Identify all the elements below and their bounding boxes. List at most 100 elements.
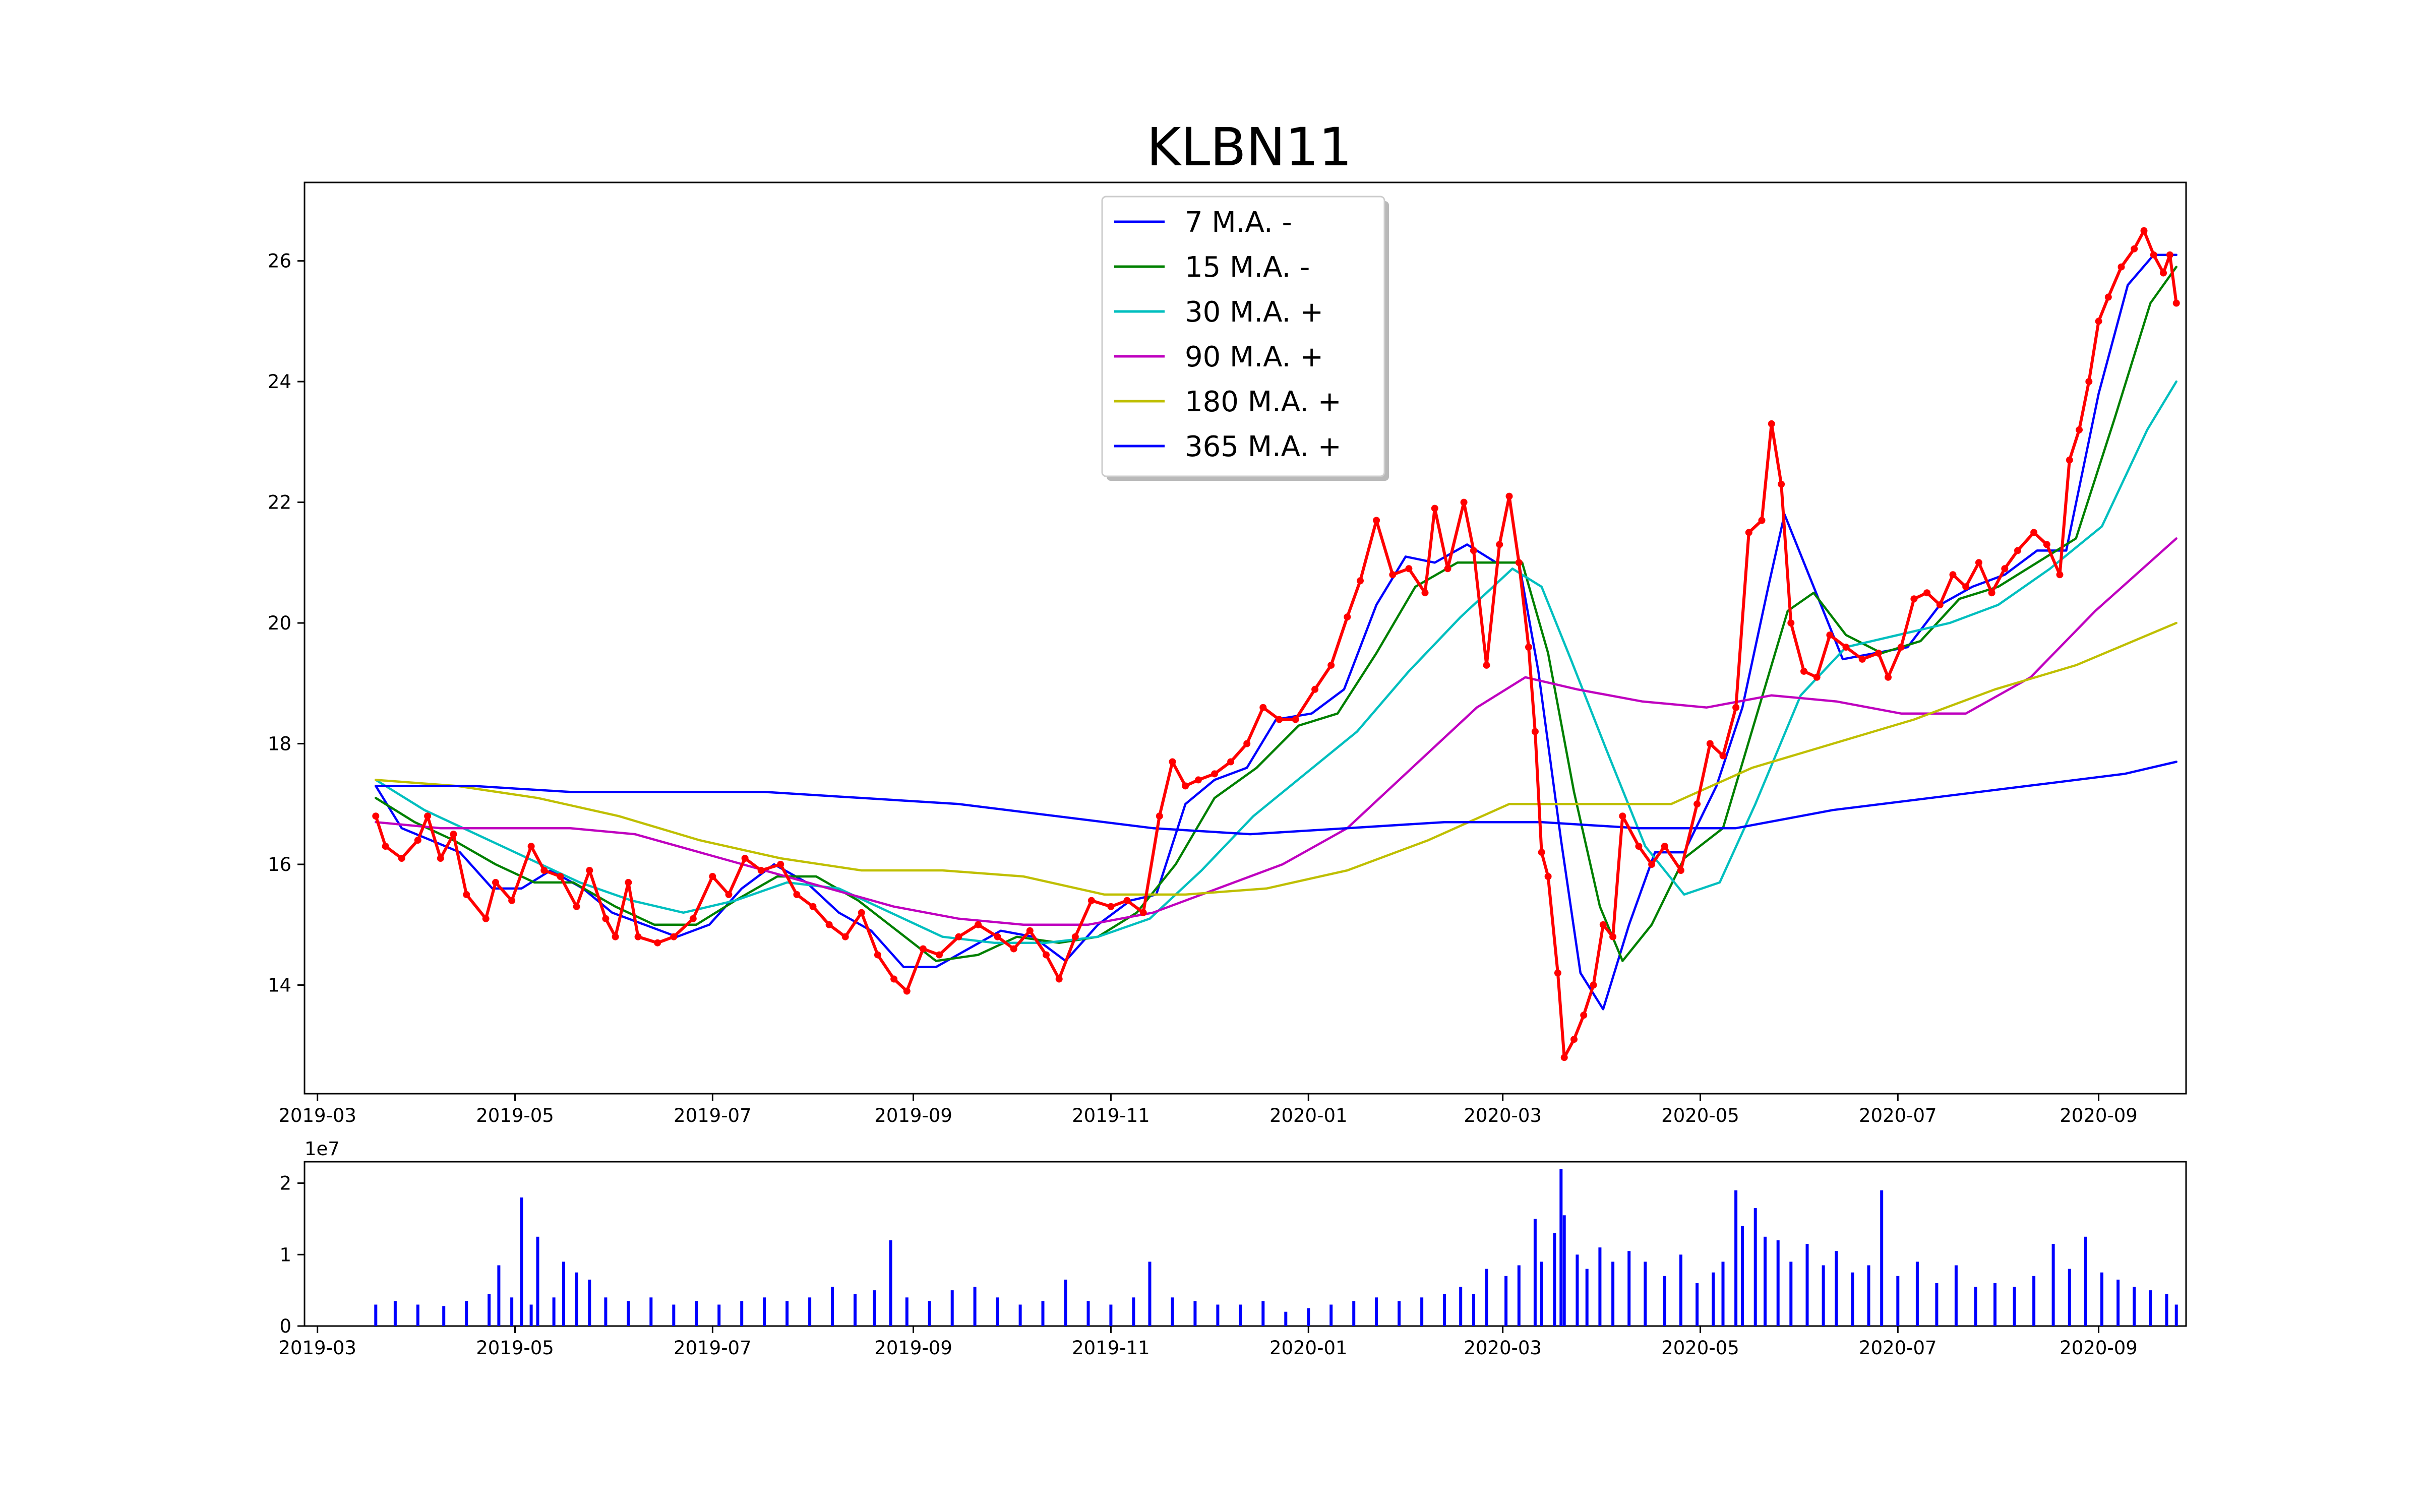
volume-bar: [785, 1301, 789, 1326]
volume-bar: [2165, 1294, 2168, 1326]
volume-bar: [374, 1304, 378, 1326]
x-tick-label: 2019-09: [874, 1337, 952, 1359]
price-point: [2150, 251, 2157, 259]
price-point: [508, 897, 516, 904]
price-point: [1055, 975, 1063, 983]
volume-bar: [1576, 1254, 1579, 1326]
price-point: [1570, 1036, 1578, 1043]
volume-bar: [1789, 1262, 1793, 1326]
price-point: [2043, 541, 2050, 548]
volume-bar: [763, 1297, 766, 1326]
price-point: [1227, 758, 1235, 766]
volume-bar: [465, 1301, 468, 1326]
legend-label: 180 M.A. +: [1185, 386, 1342, 418]
price-point: [1460, 498, 1468, 506]
price-point: [1560, 1054, 1568, 1061]
price-point: [1292, 716, 1299, 723]
volume-bar: [1533, 1219, 1537, 1326]
volume-bar: [1443, 1294, 1446, 1326]
price-point: [689, 915, 697, 922]
y-tick-label: 26: [268, 250, 291, 272]
price-point: [1259, 704, 1267, 711]
price-point: [1525, 644, 1532, 651]
volume-bar: [1517, 1265, 1521, 1326]
volume-bar: [905, 1297, 909, 1326]
price-point: [492, 878, 499, 886]
price-point: [709, 873, 716, 880]
price-point: [424, 812, 432, 820]
price-point: [1538, 849, 1545, 856]
volume-bar: [717, 1304, 721, 1326]
volume-bar: [950, 1290, 954, 1326]
volume-bar: [1734, 1190, 1738, 1326]
price-point: [1357, 577, 1364, 585]
volume-bar: [1553, 1233, 1556, 1326]
price-point: [1635, 843, 1643, 850]
volume-bar: [1459, 1287, 1463, 1326]
price-point: [858, 909, 865, 916]
x-tick-label: 2019-05: [476, 1337, 554, 1359]
volume-bar: [393, 1301, 397, 1326]
volume-bar: [552, 1297, 556, 1326]
volume-bar: [2051, 1244, 2055, 1326]
price-point: [1758, 517, 1766, 524]
volume-bar: [1216, 1304, 1220, 1326]
y-tick-label: 24: [268, 371, 291, 393]
y-tick-label: 1: [279, 1244, 291, 1266]
price-point: [1580, 1012, 1588, 1019]
volume-bar: [1696, 1283, 1699, 1326]
price-point: [1826, 632, 1834, 639]
volume-bar: [1679, 1254, 1682, 1326]
price-point: [1431, 505, 1438, 512]
volume-bar: [562, 1262, 565, 1326]
volume-bar: [740, 1301, 744, 1326]
volume-bar: [1712, 1272, 1715, 1326]
x-tick-label: 2019-03: [278, 1105, 356, 1126]
volume-bar: [1835, 1251, 1838, 1326]
volume-bar: [536, 1236, 539, 1326]
x-tick-label: 2020-07: [1859, 1105, 1937, 1126]
volume-bar: [1598, 1247, 1602, 1326]
price-point: [2172, 299, 2180, 307]
volume-bar: [497, 1265, 501, 1326]
price-point: [1609, 933, 1617, 940]
price-point: [634, 933, 642, 940]
x-tick-label: 2020-09: [2060, 1337, 2138, 1359]
price-point: [2014, 547, 2021, 554]
price-point: [1169, 758, 1176, 766]
price-point: [1373, 517, 1380, 524]
price-point: [1661, 843, 1668, 850]
volume-bar: [1776, 1240, 1780, 1326]
price-point: [1194, 776, 1202, 784]
volume-bar: [1148, 1262, 1152, 1326]
price-point: [2131, 245, 2138, 253]
volume-bar: [854, 1294, 857, 1326]
price-point: [725, 891, 733, 898]
price-point: [777, 861, 784, 868]
price-point: [1677, 867, 1684, 874]
price-point: [1693, 800, 1701, 808]
series-line-365-m-a: [375, 761, 2177, 836]
legend-label: 365 M.A. +: [1185, 430, 1342, 463]
x-tick-label: 2019-07: [674, 1337, 752, 1359]
price-point: [2166, 251, 2173, 259]
chart-title: KLBN11: [1146, 116, 1352, 178]
price-point: [1531, 728, 1539, 735]
volume-bar: [529, 1304, 533, 1326]
price-point: [994, 933, 1001, 940]
volume-bar: [873, 1290, 876, 1326]
volume-bar: [1018, 1304, 1022, 1326]
volume-bar: [2084, 1236, 2087, 1326]
price-point: [936, 951, 943, 959]
volume-bar: [1375, 1297, 1378, 1326]
price-point: [1087, 897, 1095, 904]
price-point: [612, 933, 619, 940]
price-point: [1211, 770, 1218, 778]
price-series-group: [372, 227, 2180, 1061]
volume-bar: [442, 1306, 446, 1326]
price-point: [482, 915, 490, 922]
x-tick-label: 2019-11: [1072, 1105, 1150, 1126]
price-point: [1107, 903, 1115, 910]
series-line-15-m-a: [375, 266, 2177, 962]
volume-bar: [1915, 1262, 1919, 1326]
